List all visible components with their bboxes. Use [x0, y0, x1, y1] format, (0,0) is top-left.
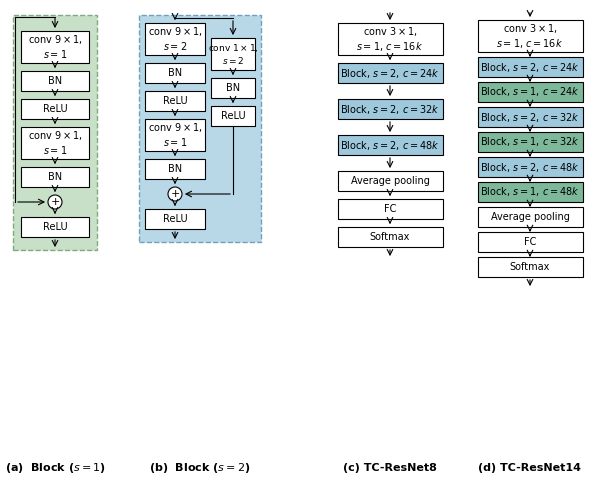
- Bar: [477, 257, 583, 277]
- Text: BN: BN: [168, 164, 182, 174]
- Text: ReLU: ReLU: [43, 222, 67, 232]
- Text: ReLU: ReLU: [43, 104, 67, 114]
- Bar: [477, 132, 583, 152]
- Text: Block, $s = 2$, $c = 24k$: Block, $s = 2$, $c = 24k$: [340, 67, 440, 80]
- Text: BN: BN: [48, 172, 62, 182]
- Bar: [21, 71, 89, 91]
- Text: conv $3\times 1$,
$s = 1$, $c = 16k$: conv $3\times 1$, $s = 1$, $c = 16k$: [496, 22, 564, 50]
- Bar: [145, 91, 205, 111]
- Bar: [338, 99, 442, 119]
- Bar: [338, 23, 442, 55]
- Text: ReLU: ReLU: [163, 214, 187, 224]
- Text: BN: BN: [48, 76, 62, 86]
- Text: Block, $s = 1$, $c = 24k$: Block, $s = 1$, $c = 24k$: [480, 85, 580, 98]
- Text: Block, $s =2$, $c = 32k$: Block, $s =2$, $c = 32k$: [480, 110, 580, 123]
- Bar: [21, 217, 89, 237]
- Bar: [21, 99, 89, 119]
- Text: conv $1\times 1$,
$s = 2$: conv $1\times 1$, $s = 2$: [208, 42, 258, 66]
- Text: (a)  Block ($s = 1$): (a) Block ($s = 1$): [4, 461, 105, 475]
- Text: (d) TC-ResNet14: (d) TC-ResNet14: [479, 463, 582, 473]
- Text: Block, $s = 2$, $c = 24k$: Block, $s = 2$, $c = 24k$: [480, 60, 580, 73]
- Bar: [477, 157, 583, 177]
- Bar: [145, 63, 205, 83]
- Circle shape: [48, 195, 62, 209]
- Text: FC: FC: [384, 204, 396, 214]
- Text: Block, $s =2$, $c = 48k$: Block, $s =2$, $c = 48k$: [480, 160, 580, 173]
- Bar: [338, 135, 442, 155]
- Text: Block, $s =1$, $c = 48k$: Block, $s =1$, $c = 48k$: [480, 185, 580, 199]
- Text: BN: BN: [168, 68, 182, 78]
- Text: conv $9\times 1$,
$s = 1$: conv $9\times 1$, $s = 1$: [148, 121, 203, 148]
- Bar: [477, 182, 583, 202]
- Bar: [21, 167, 89, 187]
- Text: conv $3\times 1$,
$s = 1$, $c = 16k$: conv $3\times 1$, $s = 1$, $c = 16k$: [357, 25, 424, 53]
- Bar: [145, 209, 205, 229]
- Bar: [211, 106, 255, 126]
- Bar: [145, 159, 205, 179]
- Bar: [477, 82, 583, 102]
- Text: Block, $s =1$, $c = 32k$: Block, $s =1$, $c = 32k$: [480, 135, 580, 148]
- Text: ReLU: ReLU: [221, 111, 245, 121]
- Text: Average pooling: Average pooling: [351, 176, 429, 186]
- Text: conv $9\times 1$,
$s = 2$: conv $9\times 1$, $s = 2$: [148, 25, 203, 52]
- Bar: [21, 127, 89, 159]
- Bar: [13, 15, 97, 250]
- Text: conv $9\times 1$,
$s = 1$: conv $9\times 1$, $s = 1$: [28, 34, 83, 60]
- Text: (b)  Block ($s = 2$): (b) Block ($s = 2$): [149, 461, 251, 475]
- Text: ReLU: ReLU: [163, 96, 187, 106]
- Circle shape: [168, 187, 182, 201]
- Text: Block, $s =2$, $c = 48k$: Block, $s =2$, $c = 48k$: [340, 139, 440, 152]
- Bar: [139, 15, 261, 242]
- Bar: [145, 119, 205, 151]
- Text: (c) TC-ResNet8: (c) TC-ResNet8: [343, 463, 437, 473]
- Bar: [477, 57, 583, 77]
- Bar: [477, 20, 583, 52]
- Text: +: +: [51, 197, 60, 207]
- Bar: [211, 38, 255, 70]
- Text: Softmax: Softmax: [370, 232, 410, 242]
- Bar: [338, 199, 442, 219]
- Bar: [21, 31, 89, 63]
- Bar: [338, 227, 442, 247]
- Text: conv $9\times 1$,
$s = 1$: conv $9\times 1$, $s = 1$: [28, 130, 83, 156]
- Bar: [338, 63, 442, 83]
- Bar: [477, 207, 583, 227]
- Text: Block, $s =2$, $c = 32k$: Block, $s =2$, $c = 32k$: [340, 103, 440, 116]
- Bar: [477, 232, 583, 252]
- Text: +: +: [170, 189, 180, 199]
- Text: Softmax: Softmax: [510, 262, 550, 272]
- Bar: [211, 78, 255, 98]
- Text: FC: FC: [524, 237, 536, 247]
- Bar: [477, 107, 583, 127]
- Text: BN: BN: [226, 83, 240, 93]
- Bar: [145, 23, 205, 55]
- Bar: [338, 171, 442, 191]
- Text: Average pooling: Average pooling: [490, 212, 569, 222]
